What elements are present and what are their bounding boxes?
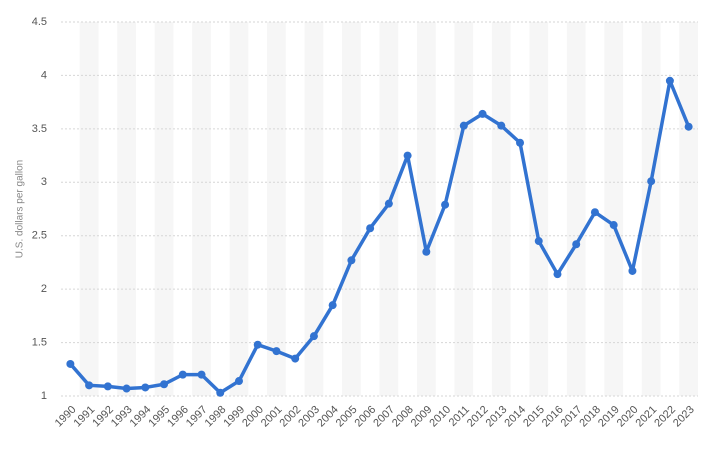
- stripe: [267, 22, 286, 396]
- point: [160, 380, 169, 389]
- point: [497, 121, 506, 130]
- point: [291, 354, 300, 363]
- point: [347, 256, 356, 265]
- point: [141, 383, 150, 392]
- point: [272, 347, 281, 356]
- y-tick-label: 3: [41, 176, 47, 188]
- point: [665, 76, 674, 85]
- point: [628, 266, 637, 275]
- point: [441, 200, 450, 209]
- point: [197, 370, 206, 379]
- point: [647, 177, 656, 186]
- point: [403, 151, 412, 160]
- line: [69, 79, 691, 395]
- point: [309, 332, 318, 341]
- point: [253, 340, 262, 349]
- y-tick-label: 1: [41, 390, 47, 402]
- x-tick-label: 2023: [671, 404, 697, 430]
- point: [328, 301, 337, 310]
- point: [85, 381, 94, 390]
- y-tick-label: 2: [41, 283, 47, 295]
- stripe: [154, 22, 174, 396]
- stripe: [192, 22, 211, 396]
- stripe: [304, 22, 324, 396]
- stripe: [679, 22, 698, 396]
- y-tick-label: 3.5: [32, 123, 47, 135]
- stripe: [566, 22, 586, 396]
- point: [103, 382, 112, 391]
- stripe: [604, 22, 624, 396]
- stripe: [491, 22, 511, 396]
- point: [122, 384, 131, 393]
- point: [478, 109, 487, 118]
- y-tick-label: 2.5: [32, 230, 47, 242]
- y-tick-label: 1.5: [32, 336, 47, 348]
- stripe: [342, 22, 361, 396]
- point: [66, 359, 75, 368]
- stripe: [641, 22, 661, 396]
- point: [534, 237, 543, 246]
- point: [459, 121, 468, 130]
- stripe: [529, 22, 549, 396]
- point: [366, 224, 375, 233]
- point: [516, 138, 525, 147]
- stripe: [379, 22, 399, 396]
- stripe: [79, 22, 99, 396]
- stripe: [416, 22, 436, 396]
- y-tick-label: 4.5: [32, 16, 47, 28]
- point: [422, 247, 431, 256]
- point: [684, 122, 693, 131]
- point: [609, 221, 618, 230]
- y-tick-label: 4: [41, 69, 47, 81]
- point: [590, 208, 599, 217]
- point: [178, 370, 187, 379]
- y-axis-label: U.S. dollars per gallon: [15, 160, 26, 258]
- point: [216, 388, 225, 397]
- stripe: [454, 22, 474, 396]
- stripe: [229, 22, 249, 396]
- point: [234, 377, 243, 386]
- point: [572, 240, 581, 249]
- point: [384, 199, 393, 208]
- stripe: [117, 22, 136, 396]
- point: [553, 270, 562, 279]
